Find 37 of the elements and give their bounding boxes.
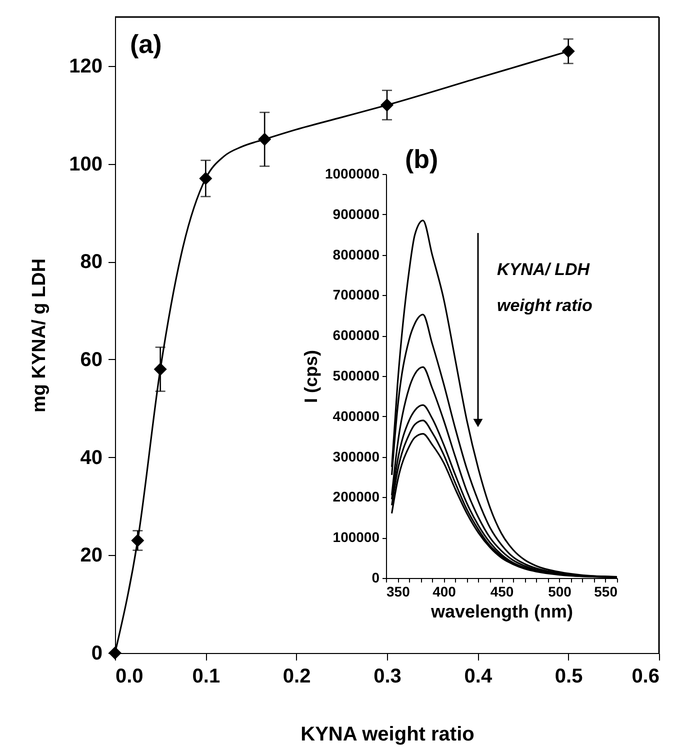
x-tick-label: 450 <box>490 584 514 600</box>
x-tick-label: 350 <box>386 584 410 600</box>
y-tick-label: 100000 <box>332 529 380 546</box>
y-tick-label: 100 <box>69 153 102 176</box>
y-tick-label: 400000 <box>332 408 380 424</box>
x-axis-title: KYNA weight ratio <box>300 724 474 746</box>
x-tick-label: 500 <box>548 584 572 600</box>
y-tick-label: 200000 <box>332 488 380 505</box>
y-tick-label: 60 <box>80 348 102 371</box>
y-tick-label: 500000 <box>332 368 380 384</box>
y-tick-label: 0 <box>372 570 380 586</box>
y-tick-label: 20 <box>80 544 102 567</box>
y-tick-label: 0 <box>91 642 102 664</box>
y-tick-label: 800000 <box>332 246 380 262</box>
chart-title: (b) <box>405 144 438 174</box>
x-tick-label: 0.3 <box>374 666 402 688</box>
y-axis-title: I (cps) <box>300 350 321 404</box>
y-tick-label: 40 <box>80 446 102 469</box>
x-axis-title: wavelength (nm) <box>430 602 574 622</box>
x-tick-label: 400 <box>432 584 456 600</box>
x-tick-label: 0.5 <box>554 666 583 688</box>
x-tick-label: 0.4 <box>464 666 493 688</box>
y-tick-label: 600000 <box>332 327 380 344</box>
x-tick-label: 0.0 <box>116 666 144 688</box>
y-tick-label: 80 <box>80 251 102 274</box>
annotation: KYNA/ LDH weight ratio <box>497 260 592 315</box>
y-tick-label: 300000 <box>332 448 380 464</box>
y-tick-label: 1000000 <box>324 166 380 182</box>
x-tick-label: 550 <box>594 584 618 600</box>
x-tick-label: 0.1 <box>192 666 220 688</box>
x-tick-label: 0.6 <box>632 666 660 688</box>
y-axis-title: mg KYNA/ g LDH <box>29 258 50 413</box>
x-tick-label: 0.2 <box>282 666 311 688</box>
y-tick-label: 700000 <box>332 286 380 303</box>
y-tick-label: 900000 <box>332 206 380 222</box>
y-tick-label: 120 <box>69 55 102 78</box>
text: (a) <box>130 29 162 59</box>
